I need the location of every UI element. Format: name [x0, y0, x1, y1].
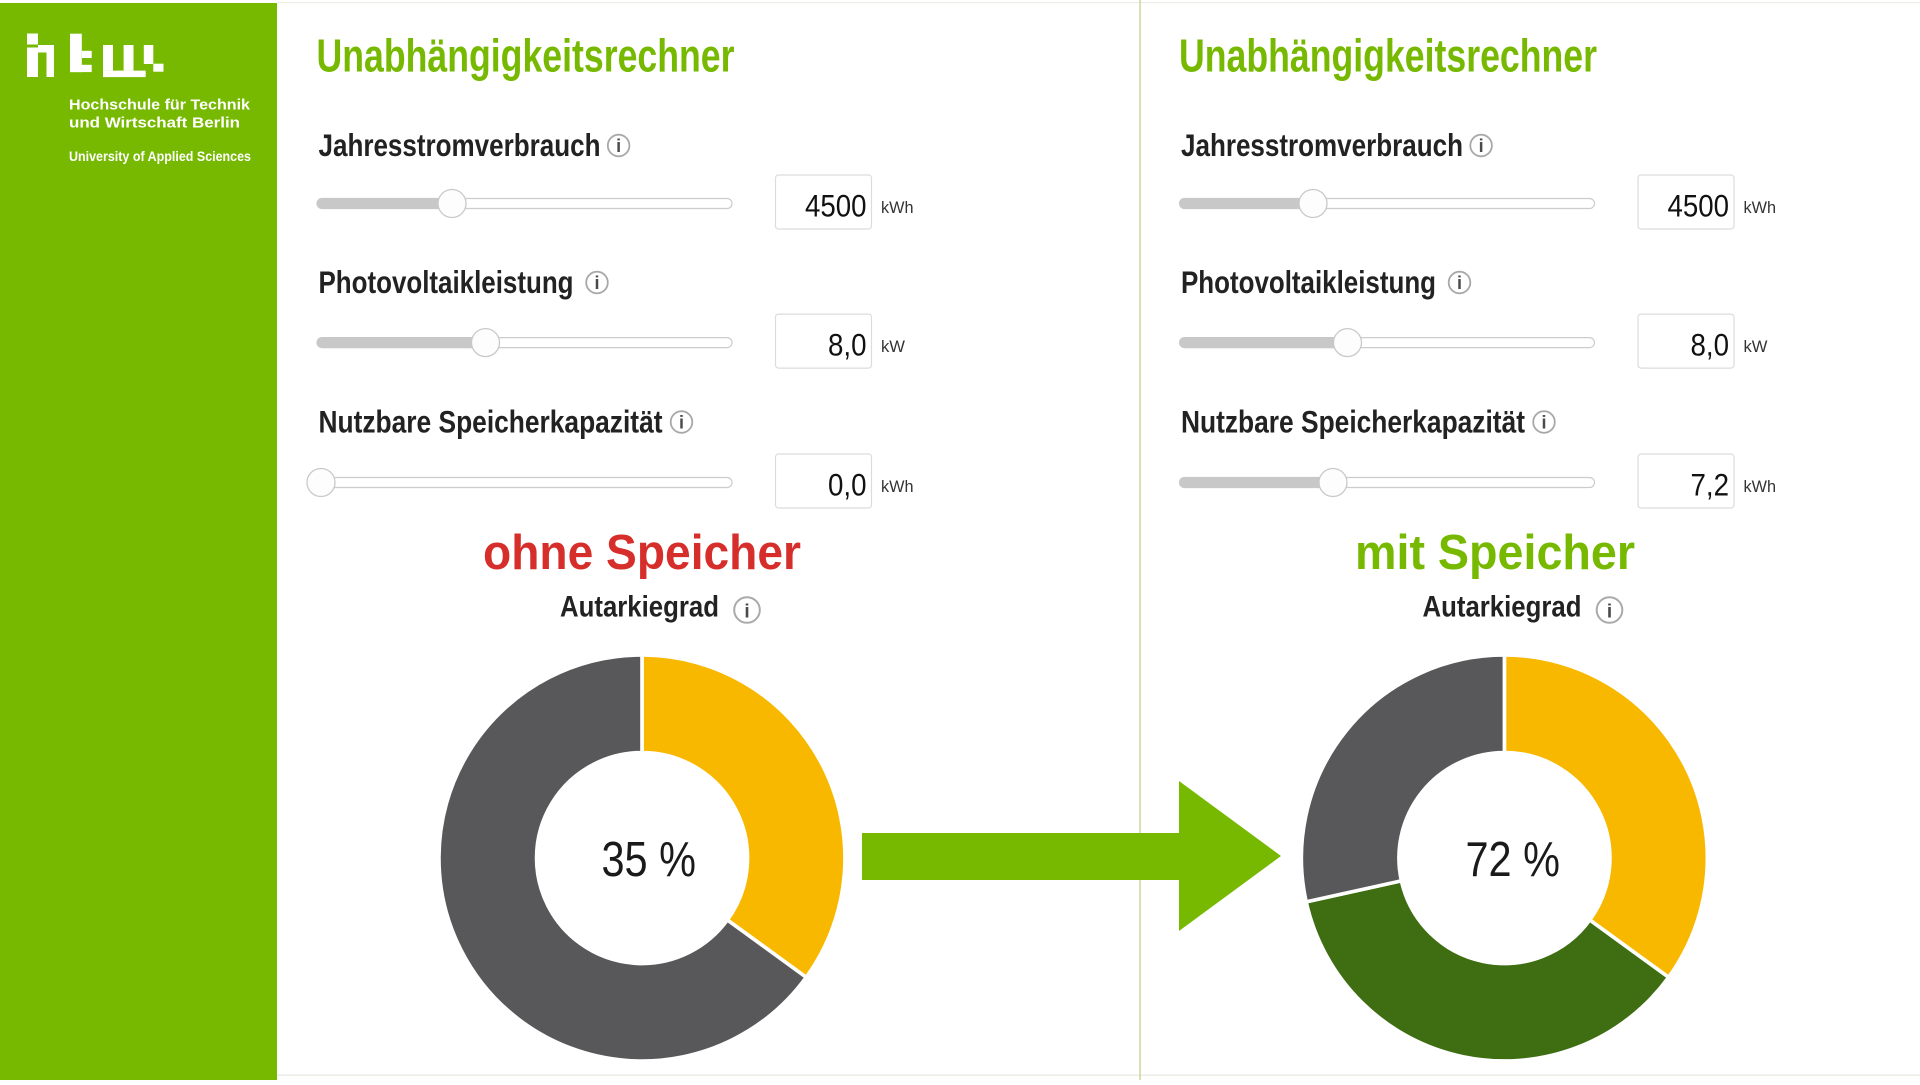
svg-text:72 %: 72 %: [1466, 832, 1561, 887]
svg-text:i: i: [1479, 136, 1484, 156]
svg-text:kW: kW: [881, 337, 905, 356]
svg-text:Photovoltaikleistung: Photovoltaikleistung: [319, 264, 574, 300]
svg-text:i: i: [1607, 602, 1612, 623]
svg-text:i: i: [616, 136, 621, 156]
svg-text:i: i: [1541, 413, 1546, 433]
svg-text:University of Applied Sciences: University of Applied Sciences: [69, 149, 251, 164]
svg-text:4500: 4500: [805, 188, 867, 224]
svg-text:kW: kW: [1744, 337, 1768, 356]
svg-text:kWh: kWh: [881, 477, 914, 496]
svg-text:Autarkiegrad: Autarkiegrad: [1423, 591, 1582, 624]
svg-text:und Wirtschaft Berlin: und Wirtschaft Berlin: [69, 115, 240, 132]
svg-text:Jahresstromverbrauch: Jahresstromverbrauch: [319, 127, 601, 163]
svg-text:8,0: 8,0: [828, 327, 867, 363]
svg-text:Photovoltaikleistung: Photovoltaikleistung: [1181, 264, 1436, 300]
svg-text:4500: 4500: [1668, 188, 1730, 224]
svg-text:Hochschule für Technik: Hochschule für Technik: [69, 97, 251, 114]
svg-text:i: i: [594, 273, 599, 293]
svg-text:Autarkiegrad: Autarkiegrad: [560, 591, 719, 624]
svg-text:Jahresstromverbrauch: Jahresstromverbrauch: [1181, 127, 1463, 163]
svg-text:kWh: kWh: [1744, 198, 1777, 217]
svg-text:Nutzbare Speicherkapazität: Nutzbare Speicherkapazität: [1181, 404, 1525, 440]
svg-text:Nutzbare Speicherkapazität: Nutzbare Speicherkapazität: [319, 404, 663, 440]
svg-text:i: i: [744, 602, 749, 623]
svg-text:0,0: 0,0: [828, 467, 867, 503]
svg-text:mit Speicher: mit Speicher: [1355, 525, 1635, 580]
svg-text:7,2: 7,2: [1691, 467, 1730, 503]
svg-text:Unabhängigkeitsrechner: Unabhängigkeitsrechner: [317, 30, 735, 82]
svg-text:kWh: kWh: [1744, 477, 1777, 496]
svg-text:kWh: kWh: [881, 198, 914, 217]
svg-text:i: i: [679, 413, 684, 433]
svg-text:i: i: [1457, 273, 1462, 293]
svg-text:Unabhängigkeitsrechner: Unabhängigkeitsrechner: [1179, 30, 1597, 82]
svg-text:35 %: 35 %: [602, 832, 697, 887]
svg-text:ohne Speicher: ohne Speicher: [483, 525, 801, 580]
svg-text:8,0: 8,0: [1691, 327, 1730, 363]
